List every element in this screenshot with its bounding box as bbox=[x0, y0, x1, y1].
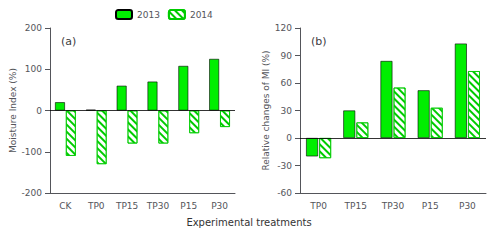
svg-text:TP15: TP15 bbox=[115, 201, 138, 211]
svg-text:-100: -100 bbox=[22, 147, 43, 157]
svg-text:TP0: TP0 bbox=[87, 201, 105, 211]
svg-text:Relative changes of MI (%): Relative changes of MI (%) bbox=[261, 50, 271, 170]
svg-text:120: 120 bbox=[275, 23, 292, 33]
svg-text:0: 0 bbox=[36, 106, 42, 116]
svg-text:90: 90 bbox=[281, 51, 293, 61]
svg-text:0: 0 bbox=[286, 133, 292, 143]
svg-text:-200: -200 bbox=[22, 188, 43, 198]
svg-text:P15: P15 bbox=[422, 201, 439, 211]
svg-text:TP30: TP30 bbox=[146, 201, 170, 211]
svg-text:P30: P30 bbox=[211, 201, 228, 211]
svg-text:2013: 2013 bbox=[137, 10, 160, 20]
svg-text:TP0: TP0 bbox=[309, 201, 327, 211]
svg-text:-60: -60 bbox=[277, 188, 292, 198]
svg-text:(b): (b) bbox=[311, 35, 327, 48]
svg-text:2014: 2014 bbox=[190, 10, 213, 20]
svg-text:TP15: TP15 bbox=[344, 201, 367, 211]
svg-text:CK: CK bbox=[59, 201, 72, 211]
svg-text:Experimental treatments: Experimental treatments bbox=[186, 217, 311, 228]
svg-text:P30: P30 bbox=[459, 201, 476, 211]
svg-text:30: 30 bbox=[281, 106, 293, 116]
svg-text:100: 100 bbox=[25, 64, 42, 74]
svg-text:TP30: TP30 bbox=[381, 201, 405, 211]
svg-text:P15: P15 bbox=[180, 201, 197, 211]
svg-text:60: 60 bbox=[281, 78, 293, 88]
svg-text:Moisture Index (%): Moisture Index (%) bbox=[8, 68, 18, 153]
svg-text:200: 200 bbox=[25, 23, 42, 33]
svg-text:-30: -30 bbox=[277, 161, 292, 171]
svg-text:(a): (a) bbox=[61, 35, 76, 48]
